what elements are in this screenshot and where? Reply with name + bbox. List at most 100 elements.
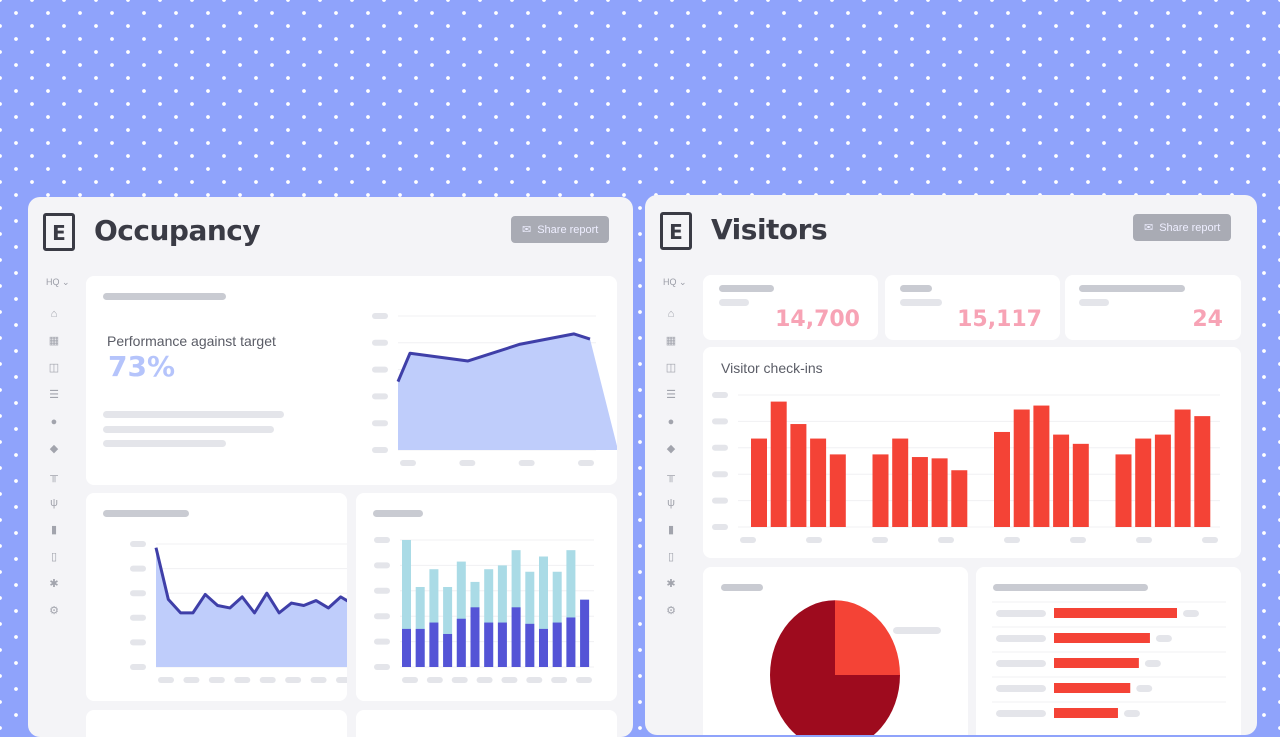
series-line [156, 548, 347, 613]
desk-icon[interactable]: ╥ [44, 469, 64, 484]
bar [1053, 435, 1069, 527]
bar-segment [512, 607, 521, 667]
bar-segment [457, 619, 466, 667]
bar [892, 439, 908, 527]
bar [1194, 416, 1210, 527]
document-icon[interactable]: ▯ [661, 550, 681, 565]
bar [1054, 683, 1130, 693]
checkins-card: Visitor check-ins [703, 347, 1241, 558]
y-tick-label [374, 537, 390, 543]
logo-icon: E [660, 212, 692, 250]
bar [810, 439, 826, 527]
x-tick-label [578, 460, 594, 466]
calendar-icon[interactable]: ▦ [44, 334, 64, 349]
value-label [1183, 610, 1199, 617]
location-selector[interactable]: HQ ⌄ [663, 277, 687, 288]
page-title: Occupancy [94, 214, 260, 247]
y-tick-label [374, 562, 390, 568]
chair-icon[interactable]: ψ [661, 496, 681, 511]
x-tick-label [158, 677, 174, 683]
x-tick-label [938, 537, 954, 543]
box-icon[interactable]: ◆ [661, 442, 681, 457]
bar [1155, 435, 1171, 527]
x-tick-label [806, 537, 822, 543]
gear-icon[interactable]: ⚙ [44, 604, 64, 619]
x-tick-label [427, 677, 443, 683]
kpi-card: 24 [1065, 275, 1241, 340]
sun-icon[interactable]: ✱ [661, 577, 681, 592]
kpi-value: 15,117 [957, 307, 1042, 332]
mail-icon: ✉ [522, 223, 531, 236]
row-label [996, 635, 1046, 642]
box-icon[interactable]: ◆ [44, 442, 64, 457]
y-tick-label [130, 590, 146, 596]
bar-segment [429, 623, 438, 667]
list-icon[interactable]: ☰ [44, 388, 64, 403]
x-tick-label [459, 460, 475, 466]
sun-icon[interactable]: ✱ [44, 577, 64, 592]
y-tick-label [372, 393, 388, 399]
list-icon[interactable]: ☰ [661, 388, 681, 403]
bar [1033, 406, 1049, 527]
bar-chart-icon[interactable]: ▮ [661, 523, 681, 538]
y-tick-label [372, 313, 388, 319]
y-tick-label [712, 445, 728, 451]
y-tick-label [712, 524, 728, 530]
checkins-bar-chart [703, 347, 1241, 558]
x-tick-label [526, 677, 542, 683]
y-tick-label [712, 471, 728, 477]
kpi-card: 14,700 [703, 275, 878, 340]
y-tick-label [372, 367, 388, 373]
share-report-button[interactable]: ✉Share report [1133, 214, 1231, 241]
bar-segment [402, 629, 411, 667]
bar [994, 432, 1010, 527]
person-icon[interactable]: ● [661, 415, 681, 430]
row-label [996, 660, 1046, 667]
bar [932, 458, 948, 527]
x-tick-label [740, 537, 756, 543]
bar-segment [566, 617, 575, 667]
x-tick-label [209, 677, 225, 683]
bar-segment [525, 624, 534, 667]
location-selector[interactable]: HQ ⌄ [46, 277, 70, 288]
bar [751, 439, 767, 527]
x-tick-label [519, 460, 535, 466]
document-icon[interactable]: ▯ [44, 550, 64, 565]
mail-icon: ✉ [1144, 221, 1153, 234]
ranking-card [976, 567, 1241, 735]
bar [912, 457, 928, 527]
bar-chart-icon[interactable]: ▮ [44, 523, 64, 538]
x-tick-label [551, 677, 567, 683]
x-tick-label [402, 677, 418, 683]
bar-segment [539, 629, 548, 667]
gear-icon[interactable]: ⚙ [661, 604, 681, 619]
occupancy-panel: E Occupancy ✉Share report HQ ⌄ ⌂▦◫☰●◆╥ψ▮… [28, 197, 633, 737]
bar-segment [443, 634, 452, 667]
x-tick-label [1202, 537, 1218, 543]
y-tick-label [130, 541, 146, 547]
map-icon[interactable]: ◫ [661, 361, 681, 376]
x-tick-label [576, 677, 592, 683]
performance-area-chart [86, 276, 617, 485]
map-icon[interactable]: ◫ [44, 361, 64, 376]
pie-slice [835, 600, 900, 675]
bar [830, 454, 846, 527]
bar [1014, 410, 1030, 527]
person-icon[interactable]: ● [44, 415, 64, 430]
home-icon[interactable]: ⌂ [661, 307, 681, 322]
desk-icon[interactable]: ╥ [661, 469, 681, 484]
bar-segment [580, 600, 589, 667]
x-tick-label [1004, 537, 1020, 543]
home-icon[interactable]: ⌂ [44, 307, 64, 322]
calendar-icon[interactable]: ▦ [661, 334, 681, 349]
chair-icon[interactable]: ψ [44, 496, 64, 511]
y-tick-label [372, 420, 388, 426]
bar-segment [471, 607, 480, 667]
share-report-button[interactable]: ✉Share report [511, 216, 609, 243]
bar [951, 470, 967, 527]
x-tick-label [311, 677, 327, 683]
visitor-ranking-chart [976, 567, 1241, 735]
occupancy-line-card [86, 493, 347, 701]
value-label [1156, 635, 1172, 642]
y-tick-label [374, 664, 390, 670]
